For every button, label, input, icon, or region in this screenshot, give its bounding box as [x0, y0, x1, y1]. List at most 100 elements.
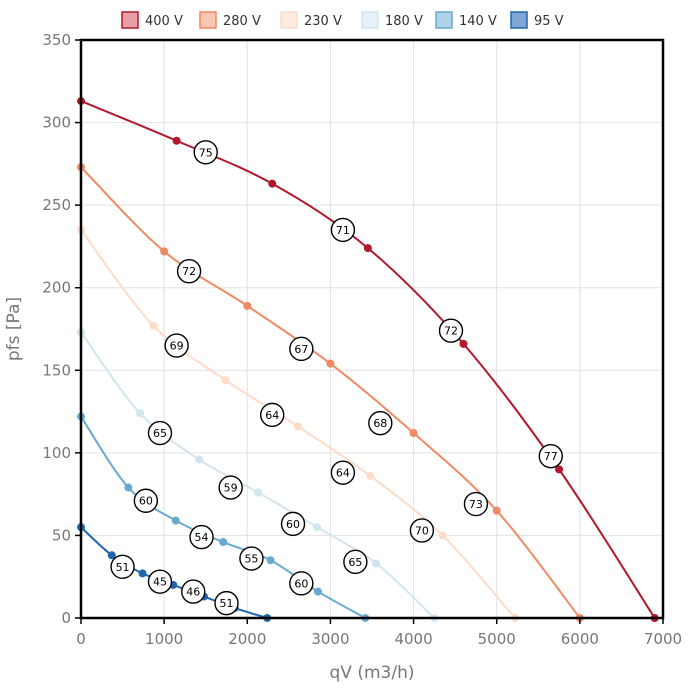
efficiency-label: 65: [348, 556, 362, 569]
data-point: [366, 471, 375, 480]
data-point: [438, 531, 447, 540]
efficiency-bubble: [147, 569, 173, 594]
x-tick-label: 5000: [478, 630, 516, 648]
plot-frame: [79, 38, 665, 620]
efficiency-bubble: [164, 333, 189, 358]
efficiency-bubble: [193, 140, 218, 165]
data-point: [313, 523, 322, 532]
efficiency-bubble: [176, 259, 202, 284]
data-point: [107, 551, 116, 560]
y-axis-title: pfs [Pa]: [4, 297, 24, 361]
legend-swatch: [121, 11, 139, 29]
x-tick-label: 7000: [644, 630, 682, 648]
series-line: [80, 331, 436, 619]
efficiency-label: 65: [153, 427, 167, 440]
legend-label: 400 V: [145, 14, 183, 29]
legend-label: 180 V: [385, 14, 423, 29]
x-tick-label: 1000: [145, 630, 183, 648]
y-tick-label: 300: [42, 114, 71, 132]
efficiency-label: 73: [469, 498, 483, 511]
efficiency-label: 70: [415, 524, 429, 537]
efficiency-bubble: [181, 579, 206, 604]
efficiency-bubble: [343, 549, 368, 575]
data-point: [372, 559, 381, 568]
legend-swatch: [361, 11, 379, 29]
series-line: [80, 415, 366, 619]
data-point: [172, 136, 181, 145]
efficiency-label: 67: [294, 343, 308, 356]
efficiency-bubble: [133, 488, 159, 513]
efficiency-label: 64: [265, 409, 279, 422]
data-points: [77, 97, 659, 622]
legend-swatch: [280, 11, 298, 29]
efficiency-label: 72: [444, 325, 458, 338]
data-point: [326, 359, 335, 368]
efficiency-label: 64: [336, 467, 350, 480]
legend-swatch: [199, 11, 217, 29]
series-line: [80, 100, 656, 619]
efficiency-bubble: [409, 518, 435, 543]
efficiency-bubble: [260, 402, 285, 428]
legend-label: 280 V: [223, 14, 261, 29]
x-axis-ticks: 0 1000 2000 3000 4000 5000 6000 7000: [76, 618, 682, 648]
series-line: [80, 526, 268, 619]
efficiency-label: 71: [336, 224, 350, 237]
y-tick-label: 350: [42, 31, 71, 49]
efficiency-label: 69: [170, 340, 184, 353]
legend-swatch: [510, 11, 528, 29]
data-point: [266, 556, 275, 565]
efficiency-label: 72: [182, 265, 196, 278]
efficiency-label: 60: [294, 577, 308, 590]
legend-label: 230 V: [304, 14, 342, 29]
legend: 400 V 280 V 230 V 180 V 140 V 95 V: [121, 11, 564, 29]
efficiency-bubble: [218, 475, 243, 500]
series-lines: [80, 100, 656, 619]
legend-swatch: [435, 11, 453, 29]
x-tick-label: 6000: [561, 630, 599, 648]
data-point: [363, 244, 372, 253]
data-point: [243, 301, 252, 310]
efficiency-bubble: [289, 336, 314, 362]
data-point: [221, 376, 230, 385]
efficiency-bubble: [330, 460, 356, 485]
efficiency-bubble: [280, 511, 306, 537]
efficiency-bubble: [438, 318, 464, 343]
data-point: [138, 569, 147, 578]
y-tick-label: 0: [61, 609, 71, 627]
data-point: [171, 516, 180, 525]
data-point: [195, 455, 204, 464]
efficiency-bubble: [239, 546, 264, 571]
efficiency-label: 54: [195, 531, 209, 544]
efficiency-label: 51: [220, 597, 234, 610]
x-tick-label: 2000: [228, 630, 266, 648]
efficiency-label: 68: [373, 417, 387, 430]
y-tick-label: 50: [52, 526, 71, 544]
efficiency-labels: 75 71 72 77 72 67 68 73 69 64 64 70 65 59 60 65 60 54 55 60…: [110, 140, 563, 616]
efficiency-bubble: [147, 420, 173, 446]
data-point: [149, 321, 158, 330]
data-point: [124, 483, 133, 492]
legend-label: 95 V: [534, 14, 564, 29]
y-tick-label: 250: [42, 196, 71, 214]
efficiency-bubble: [463, 491, 489, 517]
data-point: [160, 247, 169, 256]
y-axis-ticks: 0 50 100 150 200 250 300 350: [42, 31, 81, 627]
data-point: [313, 587, 322, 596]
efficiency-label: 60: [286, 518, 300, 531]
data-point: [219, 538, 228, 547]
efficiency-label: 59: [224, 482, 238, 495]
data-point: [555, 465, 564, 474]
efficiency-label: 45: [153, 576, 167, 589]
y-tick-label: 100: [42, 444, 71, 462]
efficiency-bubble: [110, 554, 135, 580]
y-tick-label: 150: [42, 361, 71, 379]
efficiency-bubble: [330, 217, 356, 243]
x-axis-title: qV (m3/h): [330, 663, 415, 683]
efficiency-label: 55: [244, 553, 258, 566]
data-point: [136, 409, 145, 418]
efficiency-label: 46: [186, 586, 200, 599]
data-point: [409, 429, 418, 438]
y-tick-label: 200: [42, 279, 71, 297]
x-tick-label: 4000: [394, 630, 432, 648]
legend-label: 140 V: [459, 14, 497, 29]
